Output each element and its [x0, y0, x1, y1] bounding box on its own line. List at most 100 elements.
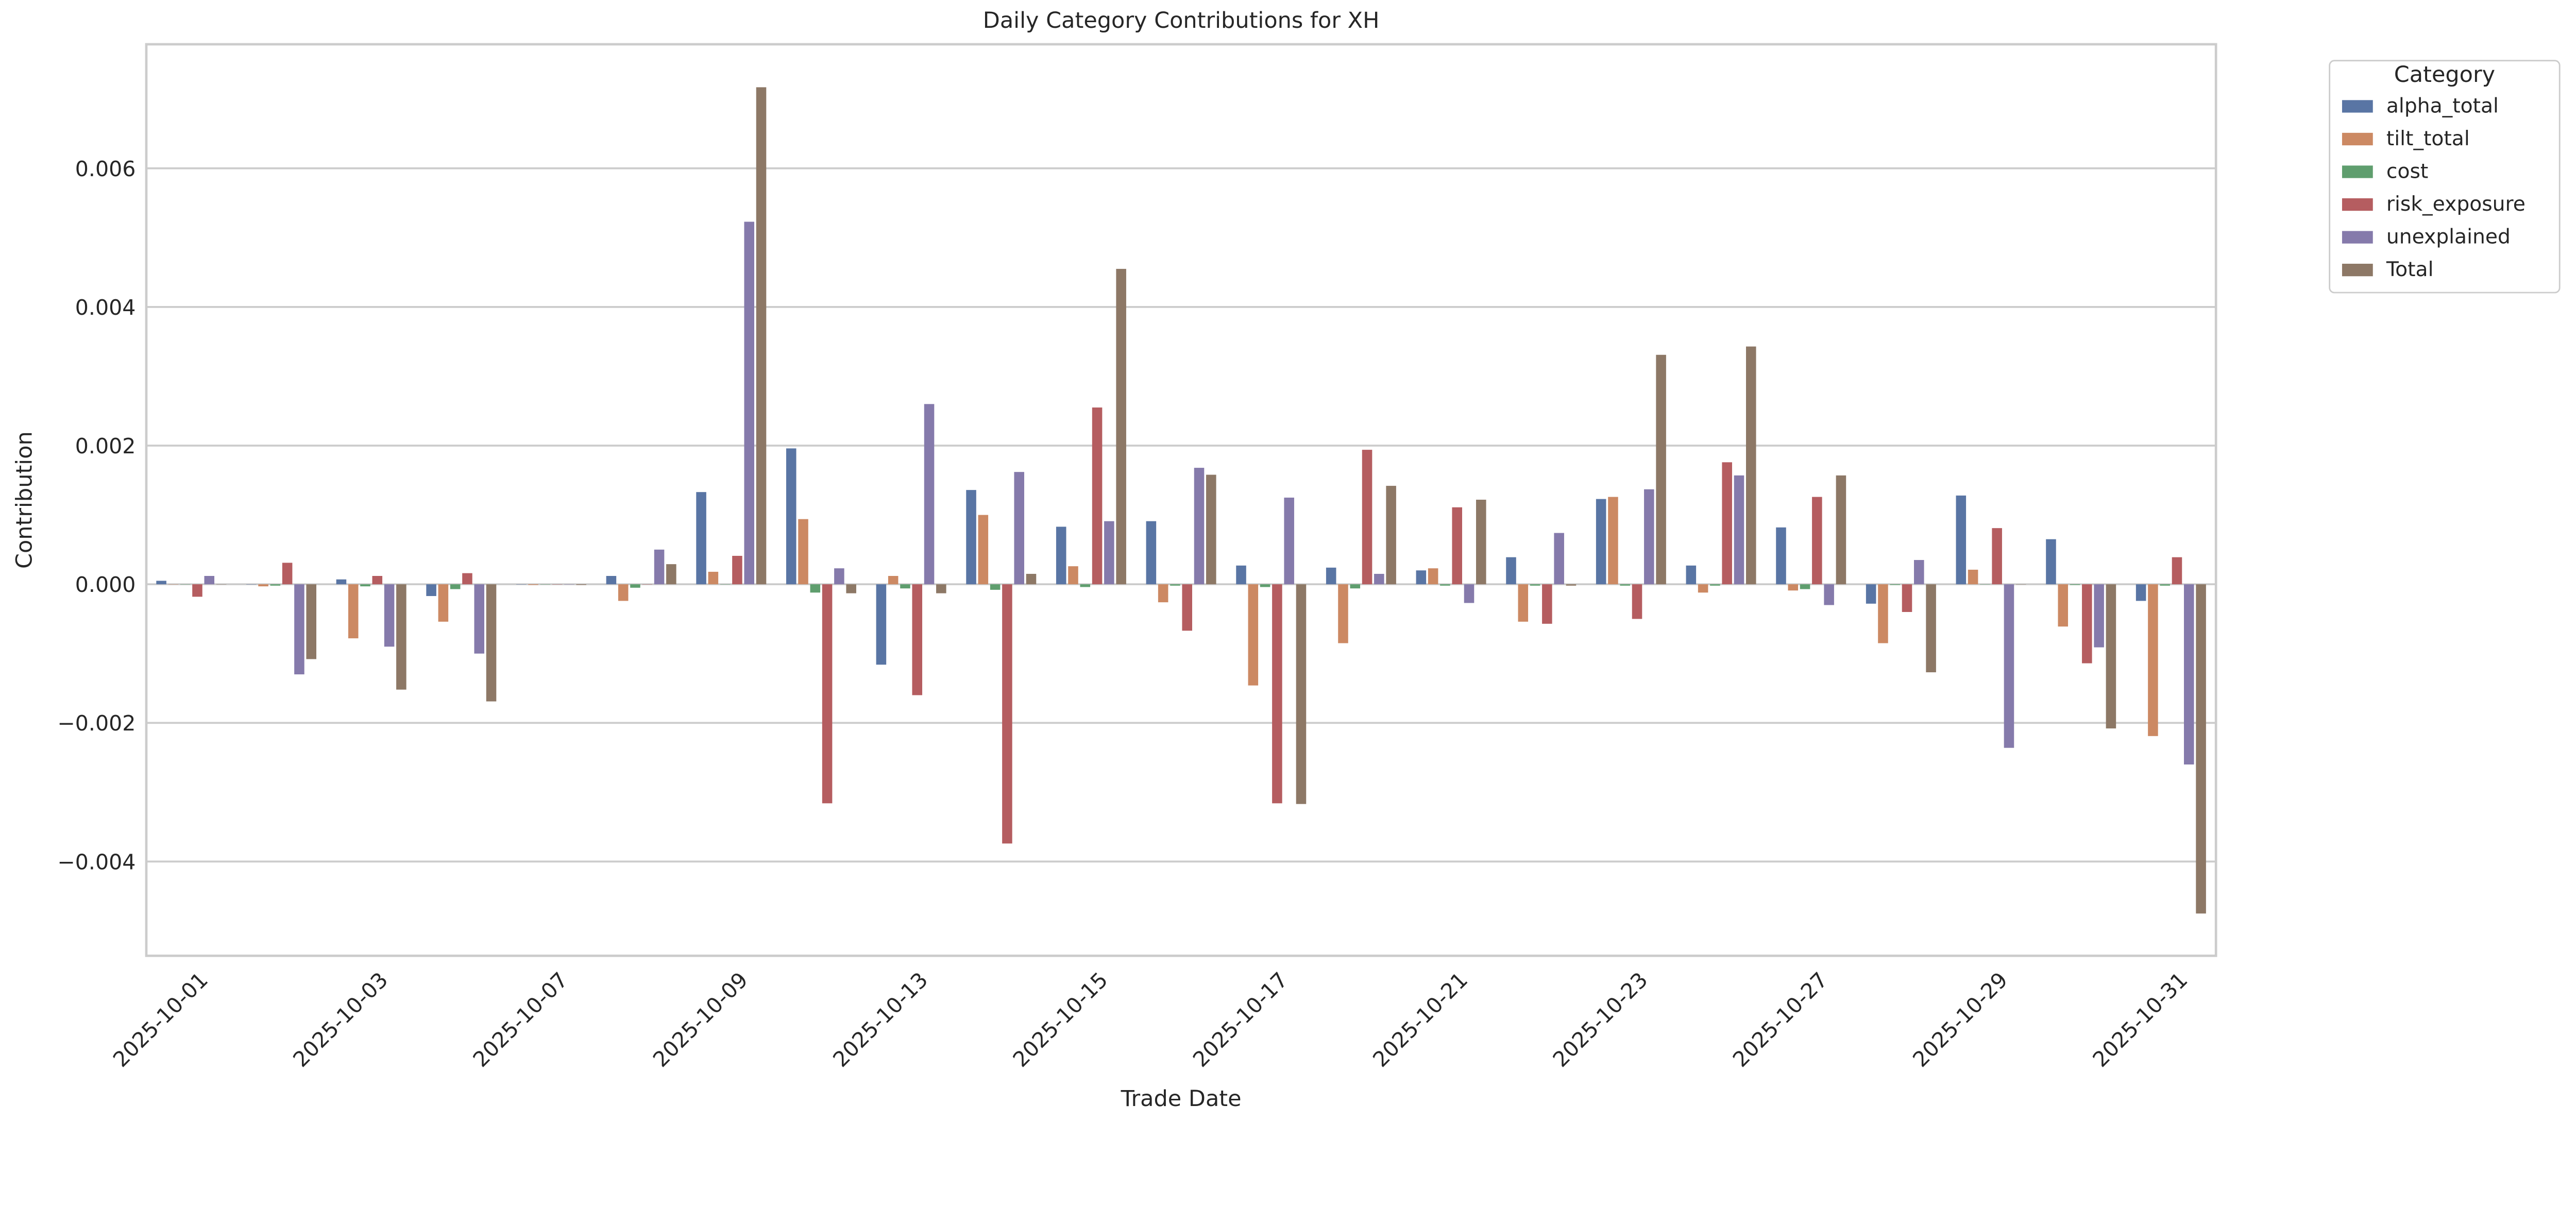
y-tick-label: 0.006 — [75, 157, 136, 181]
bar-tilt_total-2025-10-30 — [2058, 584, 2069, 627]
legend-swatch-alpha_total — [2342, 100, 2373, 113]
bar-unexplained-2025-10-17 — [1284, 497, 1294, 585]
bar-cost-2025-10-22 — [1530, 584, 1540, 586]
legend-label: cost — [2386, 160, 2428, 183]
bar-Total-2025-10-08 — [666, 564, 676, 585]
bar-unexplained-2025-10-29 — [2004, 584, 2014, 748]
bar-unexplained-2025-10-21 — [1464, 584, 1475, 603]
bar-Total-2025-10-30 — [2106, 584, 2116, 729]
y-tick-label: 0.000 — [75, 572, 136, 597]
bar-Total-2025-10-15 — [1116, 268, 1126, 585]
bar-Total-2025-10-17 — [1296, 584, 1307, 804]
legend-swatch-cost — [2342, 165, 2373, 178]
bar-alpha_total-2025-10-16 — [1146, 521, 1157, 585]
bar-risk_exposure-2025-10-24 — [1722, 462, 1732, 585]
bar-Total-2025-10-09 — [756, 87, 767, 585]
legend-title: Category — [2394, 62, 2495, 88]
bar-Total-2025-10-13 — [936, 584, 946, 593]
bar-alpha_total-2025-10-24 — [1686, 565, 1697, 585]
plot-frame — [145, 43, 2217, 957]
bar-alpha_total-2025-10-10 — [786, 448, 796, 585]
bar-risk_exposure-2025-10-03 — [372, 576, 383, 585]
y-tick-label: 0.004 — [75, 295, 136, 320]
bar-cost-2025-10-10 — [810, 584, 821, 593]
legend-label: Total — [2386, 258, 2434, 281]
bar-risk_exposure-2025-10-01 — [192, 584, 202, 597]
legend-label: risk_exposure — [2386, 193, 2526, 216]
bar-cost-2025-10-20 — [1350, 584, 1361, 589]
bar-tilt_total-2025-10-23 — [1608, 497, 1618, 585]
bar-tilt_total-2025-10-20 — [1338, 584, 1348, 643]
legend-swatch-Total — [2342, 263, 2373, 277]
legend-swatch-unexplained — [2342, 231, 2373, 244]
bar-Total-2025-10-20 — [1386, 486, 1396, 585]
bar-Total-2025-10-10 — [846, 584, 856, 593]
bar-Total-2025-10-02 — [306, 584, 316, 659]
legend-box — [2329, 60, 2561, 294]
bar-unexplained-2025-10-14 — [1014, 472, 1024, 585]
bar-Total-2025-10-21 — [1476, 499, 1486, 585]
bar-tilt_total-2025-10-07 — [528, 584, 538, 585]
bar-alpha_total-2025-10-21 — [1416, 570, 1427, 585]
y-tick-label: −0.004 — [57, 849, 135, 874]
bar-cost-2025-10-03 — [360, 584, 370, 587]
bar-Total-2025-10-14 — [1026, 573, 1037, 585]
bar-tilt_total-2025-10-06 — [438, 584, 449, 622]
bar-cost-2025-10-24 — [1710, 584, 1720, 586]
bar-Total-2025-10-28 — [1926, 584, 1936, 673]
bar-risk_exposure-2025-10-16 — [1182, 584, 1193, 631]
bar-unexplained-2025-10-09 — [744, 222, 754, 585]
bar-risk_exposure-2025-10-30 — [2082, 584, 2092, 664]
bar-tilt_total-2025-10-16 — [1158, 584, 1168, 603]
bar-tilt_total-2025-10-17 — [1248, 584, 1259, 686]
bar-cost-2025-10-21 — [1440, 584, 1450, 586]
bar-cost-2025-10-15 — [1080, 584, 1091, 587]
bar-risk_exposure-2025-10-21 — [1452, 507, 1462, 585]
bar-cost-2025-10-27 — [1800, 584, 1810, 589]
bar-unexplained-2025-10-27 — [1824, 584, 1834, 605]
bar-unexplained-2025-10-28 — [1914, 560, 1924, 585]
bar-Total-2025-10-23 — [1656, 354, 1666, 585]
bar-alpha_total-2025-10-01 — [156, 581, 166, 585]
y-tick-label: 0.002 — [75, 434, 136, 458]
y-tick-label: −0.002 — [57, 711, 135, 736]
bar-risk_exposure-2025-10-23 — [1632, 584, 1642, 619]
bar-alpha_total-2025-10-22 — [1506, 557, 1516, 585]
bar-Total-2025-10-24 — [1745, 346, 1756, 585]
bar-risk_exposure-2025-10-31 — [2172, 557, 2182, 585]
bar-risk_exposure-2025-10-10 — [822, 584, 833, 804]
bar-alpha_total-2025-10-14 — [966, 490, 976, 585]
bar-risk_exposure-2025-10-27 — [1812, 497, 1822, 585]
legend-label: tilt_total — [2386, 127, 2470, 150]
bar-alpha_total-2025-10-09 — [696, 492, 706, 585]
legend-label: unexplained — [2386, 226, 2511, 249]
bar-unexplained-2025-10-20 — [1374, 573, 1384, 585]
bar-risk_exposure-2025-10-09 — [732, 555, 742, 585]
bar-unexplained-2025-10-15 — [1104, 521, 1114, 585]
bar-alpha_total-2025-10-08 — [606, 576, 617, 585]
bar-tilt_total-2025-10-10 — [798, 519, 808, 585]
bar-tilt_total-2025-10-28 — [1878, 584, 1888, 643]
bar-risk_exposure-2025-10-15 — [1092, 407, 1103, 585]
bar-Total-2025-10-27 — [1836, 475, 1846, 585]
bar-cost-2025-10-08 — [630, 584, 640, 588]
y-axis-label: Contribution — [12, 431, 38, 569]
bar-unexplained-2025-10-22 — [1554, 533, 1564, 585]
bar-unexplained-2025-10-01 — [204, 576, 215, 585]
bar-alpha_total-2025-10-20 — [1326, 567, 1336, 585]
bar-cost-2025-10-23 — [1620, 584, 1631, 586]
bar-unexplained-2025-10-31 — [2184, 584, 2194, 764]
bar-alpha_total-2025-10-15 — [1056, 526, 1066, 585]
bar-cost-2025-10-30 — [2070, 584, 2080, 585]
bar-cost-2025-10-13 — [900, 584, 910, 589]
bar-unexplained-2025-10-30 — [2094, 584, 2104, 648]
bar-risk_exposure-2025-10-28 — [1902, 584, 1912, 612]
bar-unexplained-2025-10-08 — [654, 549, 665, 585]
bar-Total-2025-10-03 — [396, 584, 406, 690]
legend-swatch-risk_exposure — [2342, 198, 2373, 211]
bar-cost-2025-10-02 — [270, 584, 281, 586]
bar-tilt_total-2025-10-09 — [708, 571, 719, 585]
bar-tilt_total-2025-10-21 — [1428, 568, 1438, 585]
